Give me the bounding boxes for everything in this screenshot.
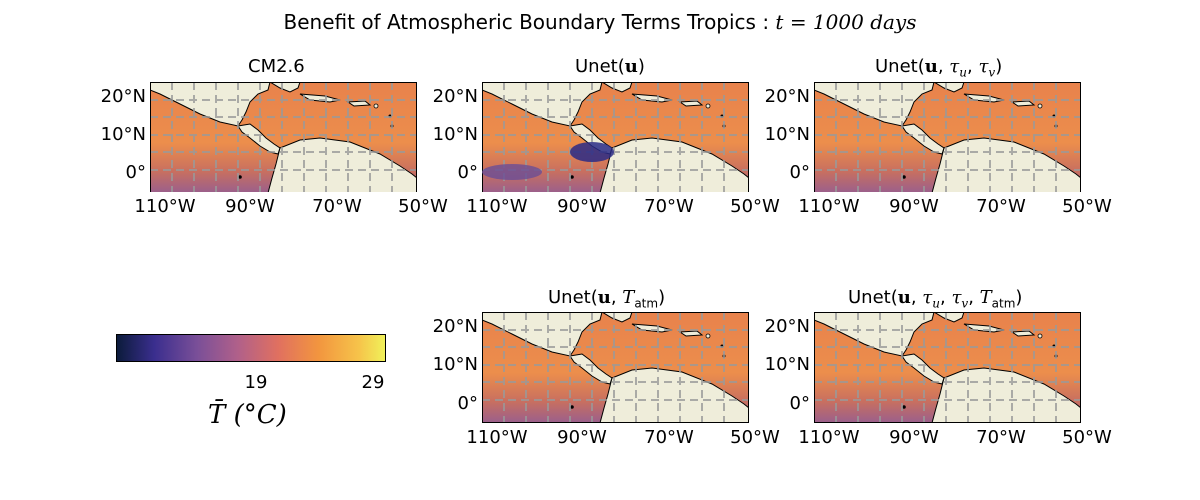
map-panel-unet-u: [482, 82, 749, 192]
lon-label-70w: 70°W: [976, 427, 1026, 448]
figure-title-math: t = 1000 days: [775, 10, 917, 34]
lon-label-50w: 50°W: [730, 427, 780, 448]
colorbar-tick-29: 29: [361, 372, 385, 393]
lon-label-70w: 70°W: [644, 427, 694, 448]
lat-label-0: 0°: [789, 162, 810, 183]
lon-label-90w: 90°W: [225, 196, 275, 217]
lon-label-90w: 90°W: [557, 427, 607, 448]
lon-label-110w: 110°W: [466, 427, 528, 448]
lon-label-110w: 110°W: [466, 196, 528, 217]
lon-label-110w: 110°W: [134, 196, 196, 217]
panel-title-unet-u-tatm: Unet(u, Tatm): [548, 287, 666, 311]
lon-label-110w: 110°W: [798, 427, 860, 448]
lat-label-10n: 10°N: [100, 124, 146, 145]
lon-label-70w: 70°W: [644, 196, 694, 217]
panel-title-unet-u-tau-tatm: Unet(u, τu, τv, Tatm): [848, 287, 1023, 311]
figure-title: Benefit of Atmospheric Boundary Terms Tr…: [0, 10, 1200, 34]
lat-label-10n: 10°N: [764, 124, 810, 145]
colorbar-tick-19: 19: [244, 372, 268, 393]
lat-label-0: 0°: [457, 393, 478, 414]
lat-label-20n: 20°N: [432, 316, 478, 337]
colorbar: [116, 334, 386, 362]
lon-label-90w: 90°W: [557, 196, 607, 217]
figure-title-text: Benefit of Atmospheric Boundary Terms Tr…: [283, 10, 776, 34]
panel-title-cm26: CM2.6: [248, 56, 305, 77]
colorbar-label: T̄ (°C): [208, 400, 287, 430]
lon-label-50w: 50°W: [398, 196, 448, 217]
lat-label-10n: 10°N: [432, 124, 478, 145]
lat-label-20n: 20°N: [432, 86, 478, 107]
lon-label-50w: 50°W: [1062, 427, 1112, 448]
map-panel-cm26: [150, 82, 417, 192]
lat-label-0: 0°: [125, 162, 146, 183]
lon-label-50w: 50°W: [730, 196, 780, 217]
lon-label-90w: 90°W: [889, 427, 939, 448]
lon-label-50w: 50°W: [1062, 196, 1112, 217]
lat-label-20n: 20°N: [764, 86, 810, 107]
map-panel-unet-u-tau-tatm: [814, 312, 1081, 423]
lat-label-20n: 20°N: [764, 316, 810, 337]
map-panel-unet-u-tau: [814, 82, 1081, 192]
lat-label-0: 0°: [789, 393, 810, 414]
lat-label-10n: 10°N: [432, 354, 478, 375]
panel-title-unet-u-tau: Unet(u, τu, τv): [875, 56, 1003, 80]
lat-label-0: 0°: [457, 162, 478, 183]
lon-label-70w: 70°W: [312, 196, 362, 217]
map-panel-unet-u-tatm: [482, 312, 749, 423]
lon-label-70w: 70°W: [976, 196, 1026, 217]
lon-label-90w: 90°W: [889, 196, 939, 217]
panel-title-unet-u: Unet(u): [575, 56, 645, 77]
lon-label-110w: 110°W: [798, 196, 860, 217]
lat-label-10n: 10°N: [764, 354, 810, 375]
lat-label-20n: 20°N: [100, 86, 146, 107]
